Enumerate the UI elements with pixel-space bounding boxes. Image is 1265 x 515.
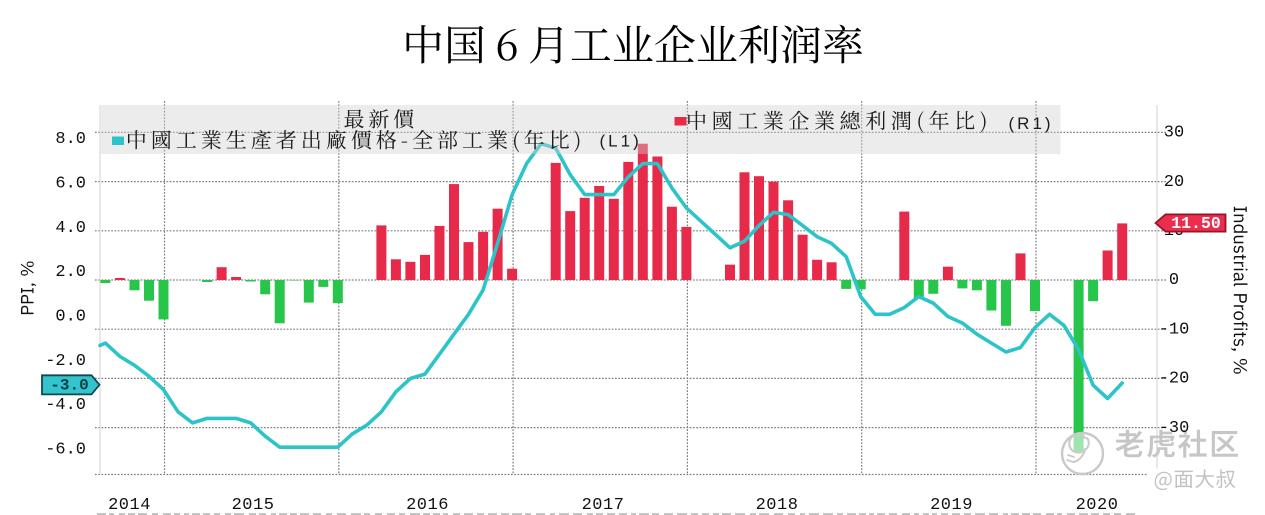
- svg-text:2016: 2016: [406, 496, 449, 515]
- svg-text:2.0: 2.0: [55, 263, 86, 282]
- svg-text:-6.0: -6.0: [45, 440, 86, 459]
- svg-text:8.0: 8.0: [55, 130, 86, 149]
- svg-text:2014: 2014: [108, 496, 151, 515]
- svg-text:6.0: 6.0: [55, 175, 86, 194]
- svg-text:-20: -20: [1159, 370, 1190, 389]
- svg-text:-10: -10: [1159, 320, 1190, 339]
- svg-text:2019: 2019: [930, 496, 973, 515]
- svg-text:0: 0: [1169, 271, 1179, 290]
- svg-text:-2.0: -2.0: [45, 352, 86, 371]
- svg-text:2017: 2017: [582, 496, 625, 515]
- svg-text:4.0: 4.0: [55, 219, 86, 238]
- svg-text:20: 20: [1164, 173, 1184, 192]
- svg-text:30: 30: [1164, 124, 1184, 143]
- svg-text:2020: 2020: [1076, 496, 1119, 515]
- svg-text:-4.0: -4.0: [45, 396, 86, 415]
- svg-text:-3.0: -3.0: [50, 376, 88, 394]
- svg-text:-30: -30: [1159, 419, 1190, 438]
- svg-text:11.50: 11.50: [1171, 214, 1221, 233]
- svg-text:(R1): (R1): [1009, 114, 1054, 133]
- svg-text:(L1): (L1): [600, 132, 642, 151]
- svg-text:2018: 2018: [756, 496, 799, 515]
- svg-text:2015: 2015: [232, 496, 275, 515]
- svg-text:0.0: 0.0: [55, 308, 86, 327]
